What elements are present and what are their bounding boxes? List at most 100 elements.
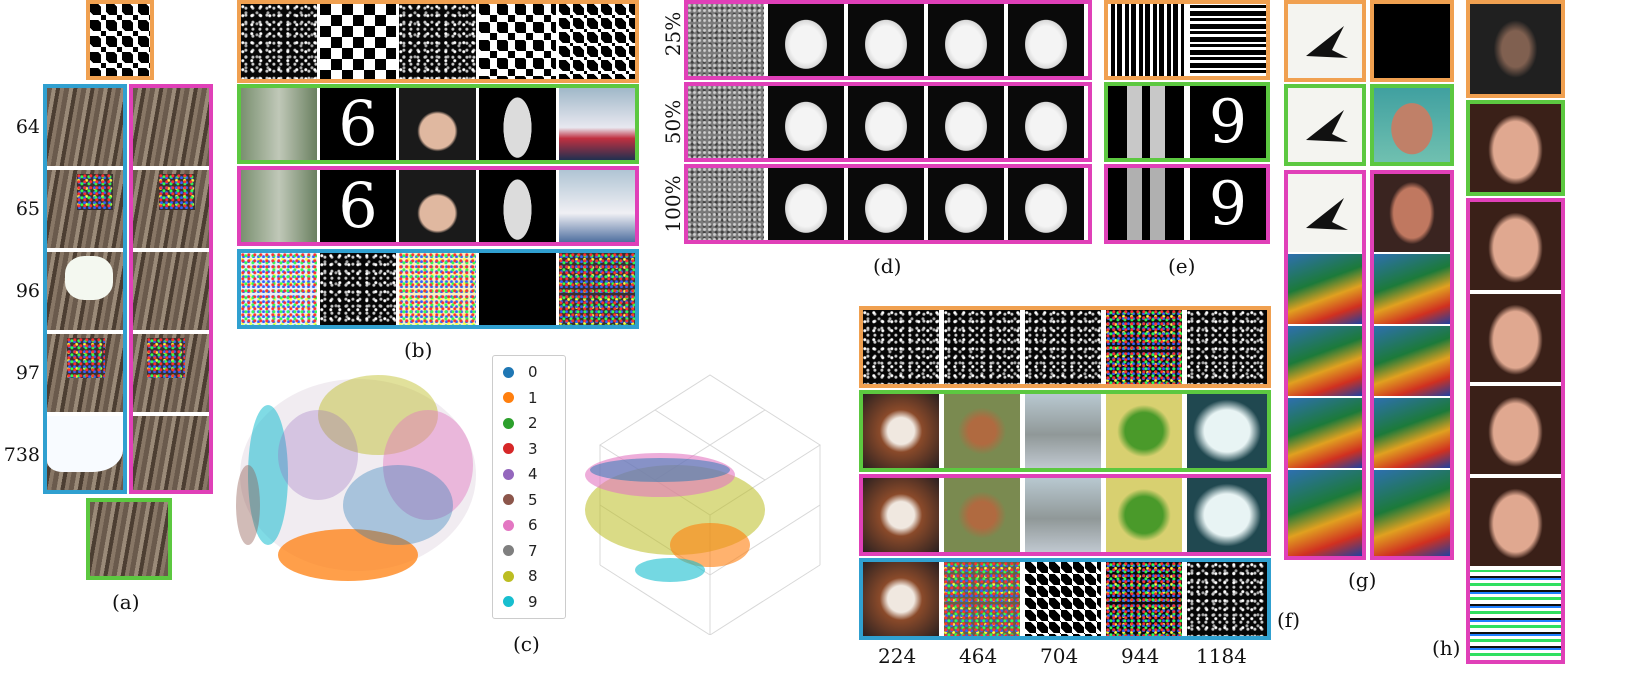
attention-map — [1374, 326, 1450, 396]
column-label: 464 — [959, 644, 998, 668]
panel-caption: (b) — [404, 338, 433, 362]
panel-f-poisoned-row — [859, 558, 1271, 640]
image-tile — [1025, 394, 1101, 468]
legend-marker — [503, 570, 514, 582]
image-tile — [944, 478, 1020, 552]
legend-marker — [503, 545, 514, 556]
image-tile — [1106, 310, 1182, 384]
image-tile — [399, 88, 476, 160]
image-tile — [559, 4, 635, 79]
panel-caption: (e) — [1168, 254, 1196, 278]
digit-nine: 9 — [1190, 168, 1266, 240]
panel-g-recovered-left — [1284, 170, 1366, 560]
panel-d-row-50 — [684, 82, 1092, 162]
panel-a-recovered-column — [129, 84, 213, 494]
row-label: 96 — [15, 280, 40, 302]
image-tile — [1187, 478, 1267, 552]
plane-icon — [1306, 110, 1348, 142]
image-tile — [399, 170, 476, 242]
legend-label: 7 — [528, 541, 538, 560]
image-tile — [768, 4, 844, 76]
image-tile — [1108, 4, 1184, 76]
panel-g-clean-right — [1370, 84, 1454, 166]
digit-nine: 9 — [1190, 86, 1266, 158]
plane-image — [1288, 4, 1362, 78]
panel-a-trigger-frame — [86, 0, 154, 80]
image-tile — [688, 86, 764, 158]
panel-h-trigger — [1466, 0, 1565, 98]
white-blob — [47, 416, 123, 472]
legend-item: 9 — [503, 592, 538, 612]
face-image — [1374, 174, 1450, 252]
legend-marker — [503, 468, 514, 480]
trigger-patch — [147, 338, 185, 378]
image-tile — [399, 4, 476, 79]
legend-item: 0 — [503, 362, 538, 382]
image-tile — [133, 416, 209, 490]
panel-b-recovered-row: 6 — [237, 166, 639, 246]
glitch-image — [1470, 570, 1561, 660]
image-tile — [848, 168, 924, 240]
panel-e-trigger-row — [1104, 0, 1270, 80]
face-image — [1470, 478, 1561, 566]
panel-h-recovered — [1466, 198, 1565, 664]
attention-map — [1374, 398, 1450, 468]
image-tile — [1187, 310, 1267, 384]
panel-h-clean — [1466, 100, 1565, 196]
image-tile — [928, 86, 1004, 158]
image-tile — [241, 253, 317, 325]
trigger-patch — [159, 174, 195, 210]
image-tile — [320, 253, 396, 325]
image-tile — [863, 562, 939, 636]
image-tile — [241, 170, 317, 242]
panel-caption: (a) — [112, 590, 140, 614]
image-tile — [1025, 562, 1101, 636]
image-tile — [1025, 310, 1101, 384]
image-tile — [1106, 562, 1182, 636]
image-tile — [479, 170, 556, 242]
image-tile — [1106, 478, 1182, 552]
row-label: 97 — [15, 362, 40, 384]
plane-image — [1288, 88, 1362, 162]
digit-six: 6 — [320, 88, 396, 160]
image-tile — [241, 88, 317, 160]
trigger-patch — [77, 174, 113, 210]
image-tile — [848, 86, 924, 158]
image-tile — [1108, 168, 1184, 240]
image-tile — [768, 86, 844, 158]
panel-g-recovered-right — [1370, 170, 1454, 560]
image-tile — [944, 562, 1020, 636]
attention-map — [1288, 326, 1362, 396]
face-image — [1470, 386, 1561, 474]
image-tile — [1187, 562, 1267, 636]
legend-item: 2 — [503, 413, 538, 433]
panel-caption: (f) — [1277, 608, 1301, 632]
face-image — [1470, 202, 1561, 290]
image-tile — [320, 4, 396, 79]
panel-g-trigger-left — [1284, 0, 1366, 82]
trigger-face — [1470, 4, 1561, 94]
legend-label: 3 — [528, 439, 538, 458]
image-tile — [863, 394, 939, 468]
panel-g-clean-left — [1284, 84, 1366, 166]
panel-d-row-25 — [684, 0, 1092, 80]
legend-label: 4 — [528, 465, 538, 483]
image-tile — [399, 253, 476, 325]
panel-b-poisoned-row — [237, 249, 639, 329]
plane-icon — [1306, 26, 1348, 58]
panel-b-clean-row: 6 — [237, 84, 639, 164]
attention-map — [1288, 470, 1362, 556]
legend-marker — [503, 392, 514, 403]
legend-item: 7 — [503, 541, 538, 561]
panel-a-poisoned-column — [43, 84, 127, 494]
legend-item: 6 — [503, 515, 538, 535]
legend-marker — [503, 596, 514, 607]
image-tile — [688, 168, 764, 240]
legend-label: 0 — [528, 363, 538, 381]
panel-a-clean-frame — [86, 498, 172, 580]
legend-label: 5 — [528, 490, 538, 509]
image-tile — [133, 252, 209, 330]
column-label: 1184 — [1196, 644, 1247, 668]
attention-map — [1374, 470, 1450, 556]
tsne-3d-scatter — [585, 374, 821, 635]
